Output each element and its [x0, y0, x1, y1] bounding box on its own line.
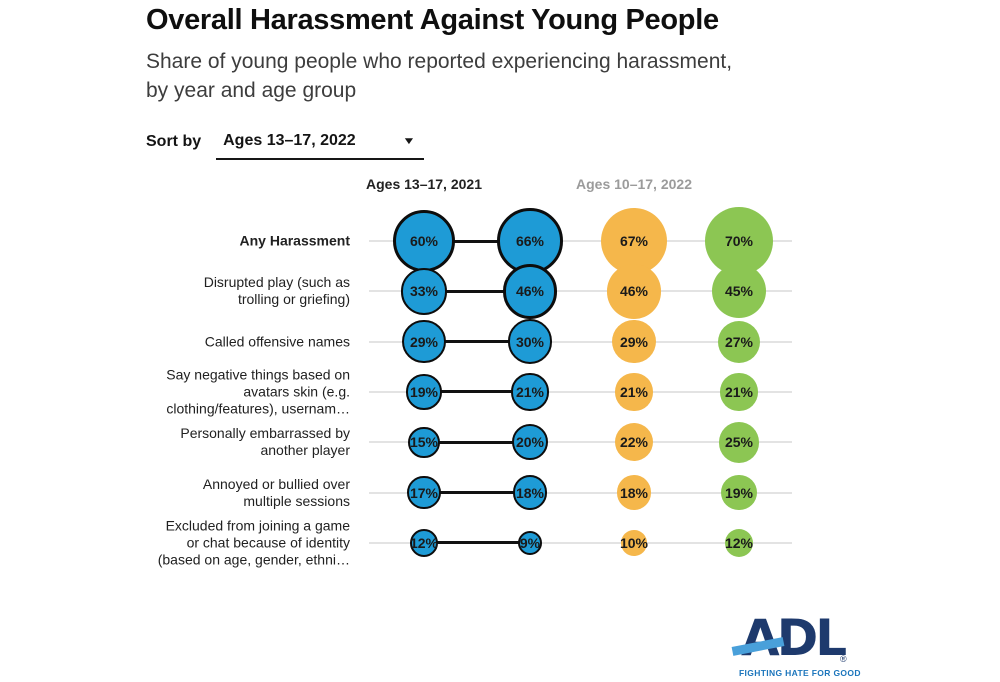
bubble[interactable]: 19%: [406, 374, 442, 410]
bubble-value: 21%: [515, 383, 544, 400]
bubble-value: 29%: [409, 333, 438, 350]
row-line: [369, 390, 792, 393]
row-line: [369, 290, 792, 293]
bubble[interactable]: 25%: [718, 422, 760, 463]
bubble[interactable]: 22%: [615, 423, 653, 462]
bubble-value: 17%: [409, 484, 438, 501]
bubble-value: 18%: [619, 484, 648, 501]
bubble[interactable]: 20%: [511, 424, 549, 461]
chart-subtitle: Share of young people who reported exper…: [146, 50, 733, 102]
bubble-value: 19%: [724, 484, 753, 501]
bubble-value: 66%: [515, 232, 544, 249]
chevron-down-icon: ▼: [402, 135, 417, 147]
row-label: Excluded from joining a game or chat bec…: [157, 517, 350, 568]
bubble[interactable]: 46%: [502, 263, 558, 319]
pair-connector: [424, 440, 530, 444]
pair-connector: [424, 239, 530, 243]
pair-connector: [424, 390, 530, 394]
bubble[interactable]: 21%: [720, 373, 758, 411]
bubble-value: 60%: [409, 232, 438, 249]
bubble[interactable]: 9%: [517, 530, 543, 556]
row-line: [369, 541, 792, 544]
bubble[interactable]: 29%: [402, 319, 446, 364]
bubble[interactable]: 60%: [392, 209, 456, 273]
bubble-value: 19%: [409, 383, 438, 400]
bubble[interactable]: 12%: [409, 528, 439, 557]
row-label: Personally embarrassed by another player: [180, 425, 350, 459]
bubble[interactable]: 45%: [711, 264, 767, 319]
pair-connector: [424, 491, 530, 495]
bubble-value: 30%: [515, 333, 544, 350]
pair-connector: [424, 340, 530, 344]
bubble[interactable]: 67%: [600, 207, 668, 275]
sort-by-label: Sort by: [146, 133, 202, 150]
bubble-value: 20%: [515, 434, 544, 451]
bubble-value: 27%: [724, 333, 753, 350]
bubble-value: 12%: [724, 534, 753, 551]
bubble-value: 15%: [409, 434, 439, 451]
bubble-value: 45%: [724, 283, 753, 300]
bubble[interactable]: 27%: [717, 320, 761, 363]
row-label: Annoyed or bullied over multiple session…: [202, 475, 350, 509]
bubble-value: 10%: [619, 534, 649, 551]
sort-dropdown[interactable]: Ages 13–17, 2022 ▼: [216, 131, 425, 160]
bubble[interactable]: 12%: [724, 528, 754, 557]
bubble-value: 33%: [409, 283, 438, 300]
row-label: Say negative things based on avatars ski…: [166, 366, 350, 417]
page-title: Overall Harassment Against Young People: [146, 4, 719, 36]
bubble-value: 67%: [619, 232, 648, 249]
pair-connector: [424, 541, 530, 545]
bubble[interactable]: 18%: [616, 475, 652, 510]
bubble-value: 46%: [515, 283, 544, 300]
bubble[interactable]: 66%: [497, 208, 563, 274]
bubble[interactable]: 30%: [507, 319, 553, 364]
bubble[interactable]: 46%: [606, 263, 662, 319]
bubble[interactable]: 70%: [705, 207, 773, 275]
bubble[interactable]: 33%: [400, 268, 448, 315]
row-label: Disrupted play (such as trolling or grie…: [203, 274, 350, 308]
bubble-value: 29%: [619, 333, 648, 350]
row-line: [369, 240, 792, 242]
bubble-value: 70%: [724, 232, 753, 249]
registered-trademark-icon: ®: [840, 654, 847, 664]
bubble-value: 46%: [619, 283, 648, 300]
bubble-value: 18%: [515, 484, 544, 501]
bubble-value: 22%: [619, 434, 648, 451]
row-line: [369, 491, 792, 494]
row-label: Called offensive names: [204, 333, 350, 350]
bubble-value: 9%: [519, 534, 541, 551]
column-header: Ages 10–17, 2022: [576, 176, 692, 192]
bubble[interactable]: 29%: [612, 319, 656, 364]
bubble[interactable]: 10%: [619, 530, 649, 556]
adl-logo: ADL ® FIGHTING HATE FOR GOOD: [731, 609, 870, 680]
bubble-value: 25%: [724, 434, 754, 451]
adl-logo-tagline: FIGHTING HATE FOR GOOD: [739, 668, 861, 678]
sort-dropdown-value: Ages 13–17, 2022: [223, 132, 356, 149]
bubble[interactable]: 15%: [408, 426, 440, 458]
bubble[interactable]: 21%: [615, 373, 653, 411]
row-label: Any Harassment: [239, 232, 351, 249]
column-header: Ages 13–17, 2021: [366, 176, 482, 192]
bubble-value: 21%: [724, 383, 753, 400]
bubble[interactable]: 18%: [512, 475, 548, 510]
adl-logo-text: ADL: [741, 609, 847, 667]
bubble-value: 21%: [619, 383, 648, 400]
bubble[interactable]: 21%: [511, 373, 549, 411]
pair-connector: [424, 289, 530, 293]
row-line: [369, 441, 792, 444]
bubble[interactable]: 17%: [407, 475, 441, 510]
sort-control: Sort by Ages 13–17, 2022 ▼: [146, 131, 425, 160]
bubble-value: 12%: [409, 534, 439, 551]
bubble[interactable]: 19%: [721, 474, 757, 511]
row-line: [369, 340, 792, 343]
